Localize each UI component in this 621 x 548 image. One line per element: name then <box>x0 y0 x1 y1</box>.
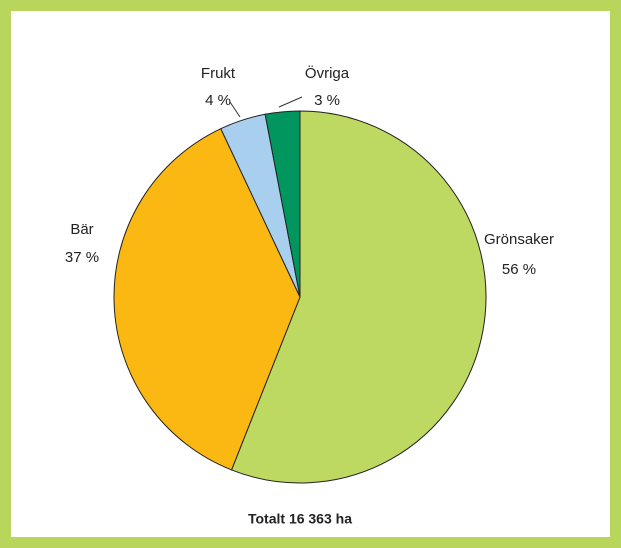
leader-line <box>229 101 241 118</box>
slice-label: Frukt <box>201 65 236 82</box>
slice-value-label: 3 % <box>314 92 340 109</box>
pie-slice <box>113 128 301 471</box>
annotation: Totalt 16 363 ha <box>248 511 352 527</box>
slice-label: Grönsaker <box>484 231 554 248</box>
pie-slice <box>264 110 301 298</box>
slice-value-label: 56 % <box>502 261 536 278</box>
slice-label: Övriga <box>305 64 350 82</box>
slice-value-label: 4 % <box>205 92 231 109</box>
slice-value-label: 37 % <box>65 249 99 266</box>
leader-line <box>278 96 303 108</box>
pie-slice <box>230 110 487 484</box>
slice-label: Bär <box>70 221 93 238</box>
